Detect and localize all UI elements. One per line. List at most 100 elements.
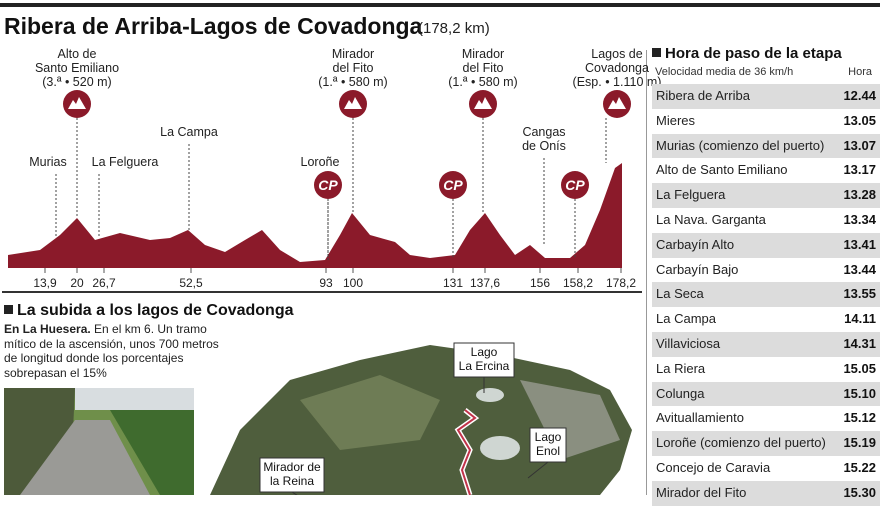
time: 13.28 (843, 187, 876, 203)
cp-label: CP (565, 177, 585, 193)
table-row: Colunga 15.10 (652, 381, 880, 408)
place-label: Mirador (332, 47, 374, 61)
km-label: 100 (343, 276, 363, 290)
place: Mirador del Fito (656, 484, 747, 500)
place-label: del Fito (463, 61, 504, 75)
km-label: 178,2 (606, 276, 636, 290)
time: 13.44 (843, 261, 876, 277)
place: Carbayín Alto (656, 236, 735, 252)
photo (4, 388, 194, 495)
time: 15.19 (843, 435, 876, 451)
lead: En La Huesera. (4, 322, 91, 336)
place-label: Covadonga (585, 61, 649, 75)
place: La Felguera (656, 187, 726, 203)
table-row: La Felguera 13.28 (652, 183, 880, 209)
time: 15.30 (843, 484, 876, 500)
table-row: Carbayín Bajo 13.44 (652, 257, 880, 284)
summit-glyph (474, 97, 492, 109)
place: Murias (comienzo del puerto) (656, 137, 825, 153)
map-label: La Ercina (459, 359, 510, 373)
table-row: Mieres 13.05 (652, 108, 880, 135)
time: 13.34 (843, 212, 876, 227)
summit-glyph (608, 97, 626, 109)
km-label: 93 (319, 276, 333, 290)
place: Villaviciosa (656, 336, 721, 351)
table-row: Mirador del Fito 15.30 (652, 480, 880, 507)
table-row: Alto de Santo Emiliano 13.17 (652, 158, 880, 185)
table-row: La Seca 13.55 (652, 282, 880, 309)
place: La Campa (656, 311, 716, 327)
table-row: La Nava. Garganta 13.34 (652, 208, 880, 234)
table-row: Carbayín Alto 13.41 (652, 232, 880, 259)
table-row: Villaviciosa 14.31 (652, 332, 880, 358)
time: 12.44 (843, 88, 876, 103)
title: Ribera de Arriba-Lagos de Covadonga (4, 13, 423, 39)
time: 13.07 (843, 137, 876, 153)
place-label: Mirador (462, 47, 504, 61)
distance: (178,2 km) (418, 20, 490, 37)
summit-glyph (344, 97, 362, 109)
table-title: Hora de paso de la etapa (665, 45, 842, 62)
table-row: Loroñe (comienzo del puerto) 15.19 (652, 431, 880, 457)
km-label: 131 (443, 276, 463, 290)
label-box (453, 342, 515, 378)
table-row: Avituallamiento 15.12 (652, 406, 880, 433)
km-label: 156 (530, 276, 550, 290)
km-label: 20 (70, 276, 84, 290)
infographic: Ribera de Arriba-Lagos de Covadonga (178… (0, 3, 880, 495)
place: Mieres (656, 112, 696, 128)
place-label: (1.ª • 580 m) (318, 75, 387, 89)
time: 14.31 (843, 336, 876, 351)
map-label: Lago (535, 430, 562, 444)
place: La Nava. Garganta (656, 212, 766, 227)
km-label: 13,9 (33, 276, 57, 290)
time: 13.17 (843, 162, 876, 178)
place: Colunga (656, 385, 705, 401)
place: La Riera (656, 360, 706, 376)
place-label: Alto de (58, 47, 97, 61)
top-rule (0, 3, 880, 7)
divider (646, 50, 647, 495)
map-label: Lago (471, 345, 498, 359)
table-subtitle: Velocidad media de 36 km/h (655, 66, 793, 78)
place-label: Santo Emiliano (35, 61, 119, 75)
time: 15.10 (843, 385, 876, 401)
place-label: (3.ª • 520 m) (42, 75, 111, 89)
time-header: Hora (848, 66, 873, 78)
cp-label: CP (318, 177, 338, 193)
table-row: La Campa 14.11 (652, 307, 880, 333)
summit-glyph (68, 97, 86, 109)
bullet (652, 48, 661, 57)
place: Loroñe (comienzo del puerto) (656, 435, 826, 451)
time: 13.41 (843, 236, 876, 252)
time: 15.22 (843, 460, 876, 475)
time: 13.05 (843, 112, 876, 128)
place: La Seca (656, 286, 704, 302)
table-row: La Riera 15.05 (652, 356, 880, 383)
place-label: La Felguera (92, 155, 159, 169)
place-label: Loroñe (301, 155, 340, 169)
place: Concejo de Caravia (656, 460, 771, 475)
cp-badge (561, 171, 589, 199)
place-label: Cangas (522, 125, 565, 139)
table-row: Concejo de Caravia 15.22 (652, 456, 880, 482)
place-label: La Campa (160, 125, 218, 139)
place-label: (1.ª • 580 m) (448, 75, 517, 89)
map-label: Mirador de (263, 460, 321, 474)
table-row: Ribera de Arriba 12.44 (652, 84, 880, 110)
place-label: Murias (29, 155, 67, 169)
time: 15.05 (843, 360, 876, 376)
place: Carbayín Bajo (656, 261, 739, 277)
cp-badge (314, 171, 342, 199)
cp-label: CP (443, 177, 463, 193)
cp-badge (439, 171, 467, 199)
rule (2, 291, 642, 293)
bullet (4, 305, 13, 314)
time: 14.11 (844, 311, 876, 327)
map-label: Enol (536, 444, 560, 458)
km-label: 137,6 (470, 276, 500, 290)
place: Ribera de Arriba (656, 88, 750, 103)
table-row: Murias (comienzo del puerto) 13.07 (652, 133, 880, 160)
time: 15.12 (843, 410, 876, 426)
km-label: 52,5 (179, 276, 203, 290)
